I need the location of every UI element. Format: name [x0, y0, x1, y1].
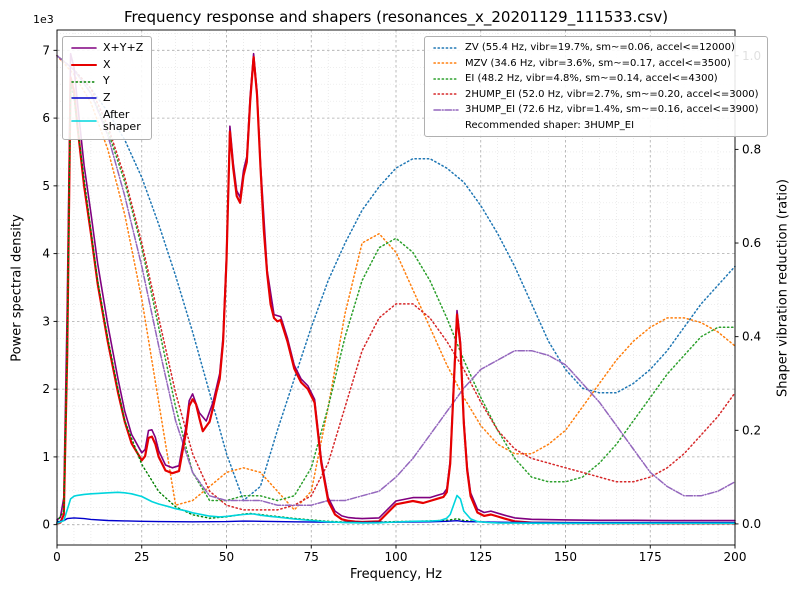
psd-legend: X+Y+Z X Y Z After shaper	[62, 36, 153, 140]
x-tick-label: 25	[134, 550, 149, 564]
x-tick-label: 0	[53, 550, 61, 564]
legend-label: EI (48.2 Hz, vibr=4.8%, sm~=0.14, accel<…	[465, 73, 718, 84]
series-ei	[56, 54, 736, 502]
legend-label: X+Y+Z	[103, 41, 144, 54]
y-left-tick-label: 1	[42, 450, 50, 464]
y-left-tick-label: 4	[42, 247, 50, 261]
legend-label: Z	[103, 90, 111, 104]
x-tick-label: 50	[219, 550, 234, 564]
legend-spacer	[433, 120, 459, 130]
series-after-shaper	[56, 491, 736, 525]
series-mzv	[56, 54, 736, 511]
legend-sample-ei	[433, 78, 459, 80]
y-left-tick-label: 3	[42, 314, 50, 328]
series-2hump_ei	[56, 54, 736, 511]
legend-label: 3HUMP_EI (72.6 Hz, vibr=1.4%, sm~=0.16, …	[465, 104, 759, 115]
legend-item-2hump_ei: 2HUMP_EI (52.0 Hz, vibr=2.7%, sm~=0.20, …	[433, 89, 759, 101]
legend-sample-xyz	[71, 47, 97, 50]
legend-item-z: Z	[71, 90, 143, 105]
x-tick-label: 100	[385, 550, 408, 564]
series-zv	[56, 54, 736, 502]
legend-sample-mzv	[433, 62, 459, 64]
legend-label: ZV (55.4 Hz, vibr=19.7%, sm~=0.06, accel…	[465, 42, 735, 53]
y-left-tick-label: 7	[42, 43, 50, 57]
x-tick-label: 175	[639, 550, 662, 564]
legend-sample-after-shaper	[71, 120, 97, 123]
y-right-tick-label: 0.4	[742, 330, 761, 344]
recommended-shaper-note: Recommended shaper: 3HUMP_EI	[465, 119, 635, 131]
y-axis-label-left: Power spectral density	[9, 214, 25, 362]
y-right-tick-label: 0.0	[742, 517, 761, 531]
y-left-tick-label: 6	[42, 111, 50, 125]
y-right-tick-label: 0.6	[742, 236, 761, 250]
y-left-tick-label: 5	[42, 179, 50, 193]
x-tick-label: 200	[724, 550, 747, 564]
legend-label: 2HUMP_EI (52.0 Hz, vibr=2.7%, sm~=0.20, …	[465, 88, 759, 100]
y-axis-multiplier: 1e3	[33, 13, 54, 26]
legend-label: After shaper	[103, 107, 141, 134]
legend-sample-x	[71, 63, 97, 66]
y-axis-label-right: Shaper vibration reduction (ratio)	[775, 179, 791, 397]
shaper-legend: ZV (55.4 Hz, vibr=19.7%, sm~=0.06, accel…	[424, 36, 768, 137]
legend-sample-z	[71, 97, 97, 99]
y-right-tick-label: 0.2	[742, 423, 761, 437]
x-tick-label: 125	[469, 550, 492, 564]
legend-sample-y	[71, 80, 97, 83]
legend-item-note: Recommended shaper: 3HUMP_EI	[433, 120, 759, 132]
x-axis-label: Frequency, Hz	[349, 567, 443, 582]
legend-item-xyz: X+Y+Z	[71, 41, 144, 55]
legend-item-y: Y	[71, 75, 143, 88]
x-tick-label: 150	[554, 550, 577, 564]
legend-label: Y	[103, 74, 110, 88]
legend-sample-2hump_ei	[433, 93, 459, 95]
legend-item-x: X	[71, 57, 143, 72]
legend-item-after-shaper: After shaper	[71, 107, 143, 134]
legend-item-3hump_ei: 3HUMP_EI (72.6 Hz, vibr=1.4%, sm~=0.16, …	[433, 104, 759, 116]
legend-item-zv: ZV (55.4 Hz, vibr=19.7%, sm~=0.06, accel…	[433, 42, 759, 54]
legend-sample-zv	[433, 47, 459, 49]
legend-label: X	[103, 57, 111, 71]
series-x	[55, 56, 737, 525]
legend-item-mzv: MZV (34.6 Hz, vibr=3.6%, sm~=0.17, accel…	[433, 58, 759, 70]
series-3hump_ei	[56, 54, 736, 506]
legend-label: MZV (34.6 Hz, vibr=3.6%, sm~=0.17, accel…	[465, 57, 731, 69]
x-tick-label: 75	[304, 550, 319, 564]
y-right-tick-label: 0.8	[742, 142, 761, 156]
legend-sample-3hump_ei	[433, 109, 459, 111]
y-left-tick-label: 2	[42, 382, 50, 396]
chart-title: Frequency response and shapers (resonanc…	[123, 8, 669, 26]
legend-item-ei: EI (48.2 Hz, vibr=4.8%, sm~=0.14, accel<…	[433, 73, 759, 85]
y-left-tick-label: 0	[42, 518, 50, 532]
